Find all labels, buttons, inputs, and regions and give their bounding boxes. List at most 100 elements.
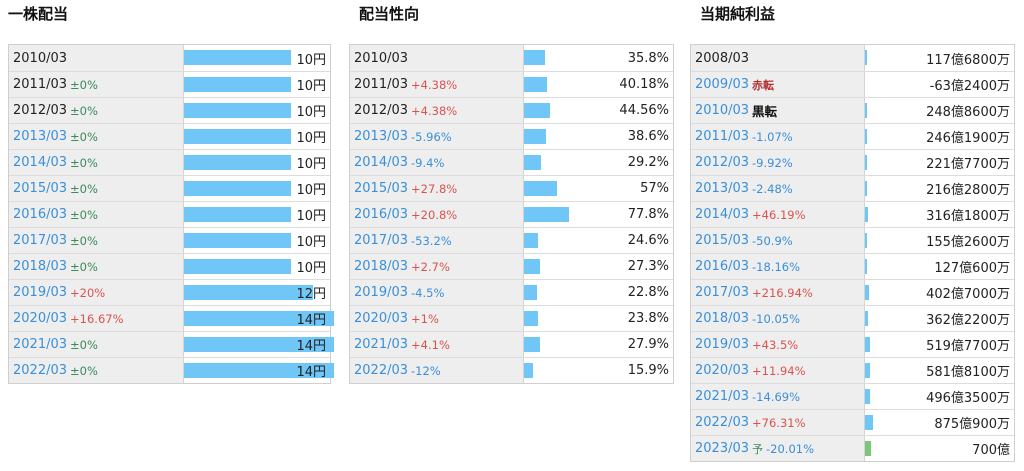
value-bar: [865, 155, 867, 170]
value-bar: [184, 311, 334, 326]
value-bar: [865, 50, 867, 65]
year-link[interactable]: 2011/03: [695, 129, 750, 144]
year-link[interactable]: 2013/03: [695, 181, 750, 196]
year-link[interactable]: 2016/03: [695, 259, 750, 274]
change-percent: ±0%: [70, 259, 98, 274]
year-link[interactable]: 2016/03: [13, 207, 68, 222]
value-text: 12円: [296, 287, 326, 302]
value-cell: 155億2600万: [865, 228, 1014, 253]
year-link[interactable]: 2017/03: [13, 233, 68, 248]
data-table: 2010/03 35.8% 2011/03 +4.38% 40.18% 2012/03 +4…: [349, 44, 674, 384]
year-link[interactable]: 2014/03: [354, 155, 409, 170]
year-link[interactable]: 2018/03: [354, 259, 409, 274]
value-bar: [184, 155, 291, 170]
year-link[interactable]: 2014/03: [695, 207, 750, 222]
value-text: 35.8%: [627, 50, 669, 66]
year-link[interactable]: 2023/03: [695, 441, 750, 456]
year-link[interactable]: 2015/03: [354, 181, 409, 196]
year-link[interactable]: 2019/03: [354, 285, 409, 300]
year-link[interactable]: 2022/03: [695, 415, 750, 430]
value-bar: [865, 337, 870, 352]
value-cell: 57%: [524, 176, 673, 201]
year-link[interactable]: 2017/03: [354, 233, 409, 248]
change-percent: -4.5%: [411, 285, 445, 300]
change-percent: -18.16%: [752, 259, 801, 274]
row-label: 2012/03 ±0%: [9, 98, 184, 123]
status-tag: 赤転: [752, 78, 775, 92]
value-text: 44.56%: [619, 103, 669, 118]
year-link[interactable]: 2022/03: [354, 363, 409, 378]
value-text: 581億8100万: [926, 365, 1010, 380]
year-link[interactable]: 2022/03: [13, 363, 68, 378]
value-cell: 77.8%: [524, 202, 673, 227]
row-label: 2015/03 +27.8%: [350, 176, 524, 201]
value-cell: 27.3%: [524, 254, 673, 279]
year-link[interactable]: 2019/03: [13, 285, 68, 300]
year-link[interactable]: 2021/03: [695, 389, 750, 404]
change-percent: -2.48%: [752, 181, 793, 196]
value-text: 10円: [296, 157, 326, 172]
year-link[interactable]: 2021/03: [13, 337, 68, 352]
year-link[interactable]: 2009/03: [695, 77, 750, 92]
table-row: 2020/03 +11.94% 581億8100万: [691, 357, 1014, 383]
value-cell: 29.2%: [524, 150, 673, 175]
year-link[interactable]: 2015/03: [13, 181, 68, 196]
year-link[interactable]: 2014/03: [13, 155, 68, 170]
value-cell: 127億600万: [865, 254, 1014, 279]
table-row: 2012/03 -9.92% 221億7700万: [691, 149, 1014, 175]
year-link[interactable]: 2013/03: [354, 129, 409, 144]
table-row: 2022/03 +76.31% 875億900万: [691, 409, 1014, 435]
year-link[interactable]: 2017/03: [695, 285, 750, 300]
year-link[interactable]: 2012/03: [695, 155, 750, 170]
row-label: 2013/03 -2.48%: [691, 176, 865, 201]
value-text: 14円: [296, 339, 326, 354]
value-bar: [865, 389, 870, 404]
value-text: 27.9%: [627, 337, 669, 352]
value-cell: 221億7700万: [865, 150, 1014, 175]
value-bar: [184, 129, 291, 144]
year-link: 2010/03: [13, 50, 68, 66]
value-cell: 362億2200万: [865, 306, 1014, 331]
row-label: 2022/03 ±0%: [9, 358, 184, 383]
value-bar: [524, 77, 547, 92]
change-percent: -14.69%: [752, 389, 801, 404]
year-link[interactable]: 2016/03: [354, 207, 409, 222]
row-label: 2016/03 ±0%: [9, 202, 184, 227]
value-bar: [865, 415, 873, 430]
year-link[interactable]: 2019/03: [695, 337, 750, 352]
value-bar: [524, 129, 546, 144]
row-label: 2010/03: [9, 45, 184, 71]
year-link[interactable]: 2018/03: [13, 259, 68, 274]
change-percent: +11.94%: [752, 363, 806, 378]
table-row: 2021/03 ±0% 14円: [9, 331, 334, 357]
value-cell: 700億: [865, 436, 1014, 461]
table-row: 2011/03 -1.07% 246億1900万: [691, 123, 1014, 149]
change-percent: +76.31%: [752, 415, 806, 430]
row-label: 2012/03 -9.92%: [691, 150, 865, 175]
table-row: 2009/03 赤転 -63億2400万: [691, 71, 1014, 97]
year-link[interactable]: 2010/03: [695, 103, 750, 118]
value-cell: 22.8%: [524, 280, 673, 305]
row-label: 2017/03 ±0%: [9, 228, 184, 253]
table-row: 2018/03 +2.7% 27.3%: [350, 253, 673, 279]
value-cell: 10円: [184, 202, 330, 227]
value-text: 29.2%: [627, 155, 669, 170]
table-row: 2017/03 ±0% 10円: [9, 227, 330, 253]
year-link[interactable]: 2020/03: [13, 311, 68, 326]
row-label: 2015/03 -50.9%: [691, 228, 865, 253]
value-text: 10円: [296, 131, 326, 146]
table-row: 2021/03 +4.1% 27.9%: [350, 331, 673, 357]
change-percent: +4.38%: [411, 77, 458, 92]
year-link[interactable]: 2020/03: [354, 311, 409, 326]
year-link[interactable]: 2015/03: [695, 233, 750, 248]
table-row: 2018/03 -10.05% 362億2200万: [691, 305, 1014, 331]
row-label: 2011/03 ±0%: [9, 72, 184, 97]
year-link[interactable]: 2020/03: [695, 363, 750, 378]
year-link[interactable]: 2013/03: [13, 129, 68, 144]
year-link[interactable]: 2018/03: [695, 311, 750, 326]
value-cell: 316億1800万: [865, 202, 1014, 227]
row-label: 2013/03 -5.96%: [350, 124, 524, 149]
year-link[interactable]: 2021/03: [354, 337, 409, 352]
value-text: 127億600万: [934, 261, 1010, 276]
change-percent: +16.67%: [70, 311, 124, 326]
